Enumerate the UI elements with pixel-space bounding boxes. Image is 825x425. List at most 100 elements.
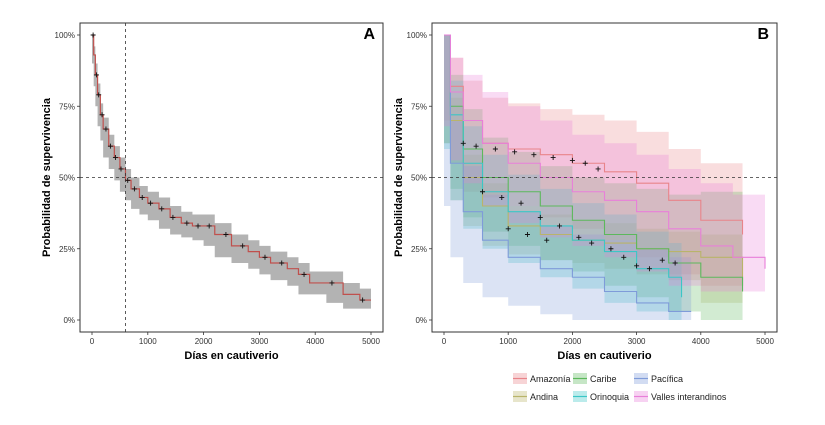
censor-mark [131,186,137,192]
survival-curve [444,34,683,298]
censor-mark [550,155,556,161]
censor-mark [148,200,154,206]
confidence-band [444,35,743,303]
x-tick-label: 5000 [756,337,774,346]
legend-label: Andina [530,392,558,402]
x-tick-label: 1000 [499,337,517,346]
censor-mark [139,194,145,200]
legend-label: Caribe [590,374,617,384]
legend: Amazonía Caribe Pacífica Andina Orinoquia Val… [513,373,727,402]
censor-mark [646,266,652,272]
panel-a: 0 1000 2000 3000 4000 5000 0% 25% 50% 75% 100% Días… [41,22,384,362]
confidence-band [444,35,692,320]
x-tick-label: 2000 [195,337,213,346]
confidence-band [444,35,682,320]
x-tick-label: 3000 [628,337,646,346]
x-tick-label: 2000 [564,337,582,346]
censor-mark [184,220,190,226]
censor-mark [557,223,563,229]
censor-mark [524,232,530,237]
confidence-band [444,35,743,286]
y-tick-label: 50% [59,174,75,183]
legend-item: Andina [513,391,558,402]
legend-item: Valles interandinos [634,391,727,402]
censor-mark [329,280,335,286]
censor-mark [240,243,246,249]
censor-mark [569,157,575,163]
censor-mark [512,149,518,155]
panel-letter: B [757,26,769,43]
censor-mark [480,189,486,195]
censor-mark [107,143,113,149]
censor-mark [634,263,640,269]
x-axis-title: Días en cautiverio [184,350,278,362]
y-tick-label: 75% [59,102,75,111]
survival-curve [92,34,371,301]
y-tick-label: 100% [407,31,427,40]
x-tick-label: 0 [90,337,95,346]
y-tick-label: 0% [63,316,75,325]
y-tick-label: 75% [411,102,427,111]
censor-mark [672,260,678,266]
censor-mark [518,200,524,206]
censor-mark [659,257,665,263]
censor-mark [118,166,124,172]
censor-mark [279,260,285,266]
x-tick-label: 0 [442,337,447,346]
censor-mark [96,92,102,98]
survival-curve [444,34,766,269]
censor-mark [170,214,176,220]
censor-mark [206,223,212,229]
x-tick-label: 4000 [306,337,324,346]
censor-mark [608,246,614,252]
censor-mark [531,152,537,158]
censor-mark [492,146,498,152]
x-tick-label: 4000 [692,337,710,346]
censor-mark [576,234,582,240]
x-axis-title: Días en cautiverio [557,350,651,362]
censor-mark [473,143,479,149]
censor-mark [112,155,118,161]
y-tick-label: 25% [411,245,427,254]
y-tick-label: 100% [55,31,75,40]
confidence-band [92,35,371,309]
legend-item: Caribe [573,373,617,384]
censor-mark [93,72,99,78]
legend-item: Amazonía [513,373,571,384]
x-tick-label: 1000 [139,337,157,346]
censor-mark [195,223,201,229]
y-axis-title: Probabilidad de supervivencia [393,97,405,257]
censor-mark [537,214,543,220]
survival-curve [444,34,692,312]
censor-mark [595,166,601,172]
censor-mark [262,254,268,260]
censor-mark [90,32,96,38]
censor-mark [582,160,588,166]
censor-mark [223,232,229,237]
censor-mark [159,206,165,212]
censor-mark [99,112,105,118]
y-tick-label: 50% [411,174,427,183]
censor-mark [499,194,505,200]
censor-mark [460,140,466,146]
y-axis-title: Probabilidad de supervivencia [41,97,53,257]
y-tick-label: 0% [415,316,427,325]
legend-item: Orinoquia [573,391,629,402]
x-tick-label: 5000 [362,337,380,346]
x-tick-label: 3000 [251,337,269,346]
y-tick-label: 25% [59,245,75,254]
censor-mark [103,126,109,132]
censor-mark [360,297,366,303]
legend-label: Valles interandinos [651,392,727,402]
censor-mark [621,254,627,260]
censor-mark [589,240,595,246]
censor-mark [125,177,131,183]
legend-label: Amazonía [530,374,571,384]
legend-item: Pacífica [634,373,683,384]
panel-letter: A [363,26,375,43]
censor-mark [505,226,511,232]
panel-b: 0 1000 2000 3000 4000 5000 0% 25% 50% 75% 100% Días… [393,22,778,362]
legend-label: Pacífica [651,374,683,384]
